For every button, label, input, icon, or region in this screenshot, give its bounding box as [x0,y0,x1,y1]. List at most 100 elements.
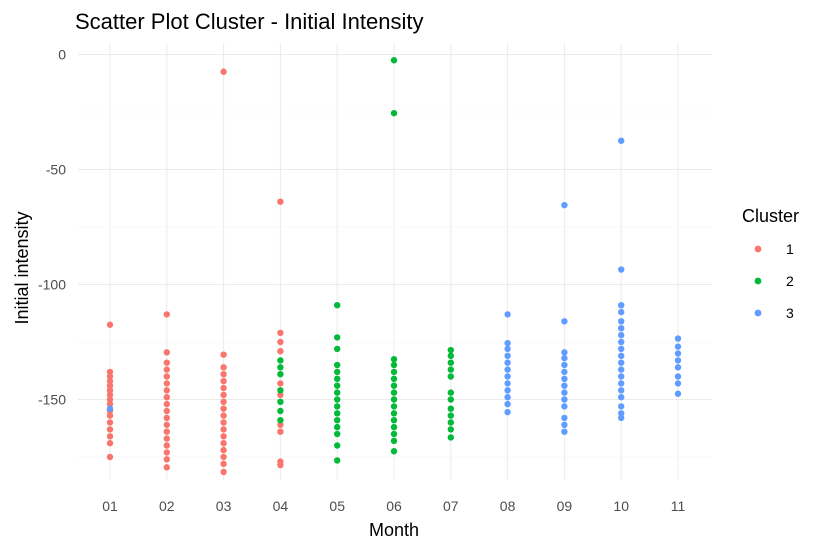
data-point-cluster-2 [390,356,398,363]
data-point-cluster-2 [447,419,454,426]
data-point-cluster-3 [561,354,568,362]
y-tick-label: -150 [38,392,66,408]
data-point-cluster-1 [277,461,284,469]
data-point-cluster-3 [504,394,511,401]
data-point-cluster-2 [390,382,398,389]
data-point-cluster-1 [220,371,227,378]
x-axis-title: Month [369,520,419,540]
data-point-cluster-1 [220,68,227,75]
data-point-cluster-3 [561,349,568,356]
data-point-cluster-2 [390,430,398,438]
data-point-cluster-3 [618,366,625,373]
data-point-cluster-1 [106,373,114,380]
data-point-cluster-1 [106,368,114,376]
data-point-cluster-3 [618,352,625,359]
data-point-cluster-1 [163,449,170,456]
data-point-cluster-1 [277,198,284,205]
data-point-cluster-2 [334,334,341,341]
data-point-cluster-3 [106,405,114,412]
data-point-cluster-1 [106,453,114,461]
data-point-cluster-1 [163,359,170,366]
data-point-cluster-1 [220,440,227,447]
data-point-cluster-2 [390,361,398,369]
data-point-cluster-3 [618,318,625,325]
data-point-cluster-3 [618,137,625,144]
data-point-cluster-2 [390,389,398,396]
data-point-cluster-2 [390,57,398,64]
data-point-cluster-1 [277,391,284,399]
data-point-cluster-2 [447,373,454,380]
data-point-cluster-1 [163,387,170,394]
data-point-cluster-2 [390,375,398,382]
legend: Cluster 1 2 3 [742,206,799,321]
data-point-cluster-1 [106,396,114,403]
data-point-cluster-2 [334,430,341,438]
data-point-cluster-3 [674,343,682,350]
data-point-cluster-3 [561,361,568,369]
data-point-cluster-1 [163,311,170,318]
data-point-cluster-3 [504,359,511,366]
data-point-cluster-1 [163,373,170,380]
data-point-cluster-1 [220,384,227,392]
x-tick-label: 03 [216,498,232,514]
data-point-cluster-1 [277,329,284,336]
data-point-cluster-1 [220,364,227,371]
x-tick-label: 01 [102,498,118,514]
x-tick-label: 07 [443,498,459,514]
data-point-cluster-3 [618,302,625,309]
data-point-cluster-3 [618,308,625,316]
data-point-cluster-1 [106,400,114,408]
data-point-cluster-2 [447,346,454,354]
data-point-cluster-3 [674,335,682,342]
data-point-cluster-2 [334,417,341,424]
data-point-cluster-3 [674,364,682,371]
data-point-cluster-2 [334,403,341,410]
data-point-cluster-1 [277,421,284,428]
data-point-cluster-3 [618,387,625,394]
data-point-cluster-2 [334,361,341,369]
data-point-cluster-3 [561,318,568,325]
x-tick-label: 10 [613,498,629,514]
data-point-cluster-1 [220,398,227,405]
data-point-cluster-2 [277,357,284,364]
data-point-cluster-1 [220,426,227,433]
data-point-cluster-3 [561,201,568,209]
data-point-cluster-1 [277,338,284,346]
data-point-cluster-2 [390,396,398,403]
data-point-cluster-1 [163,414,170,422]
data-point-cluster-1 [277,348,284,355]
data-point-cluster-2 [334,389,341,396]
data-point-cluster-2 [277,398,284,405]
data-point-cluster-3 [618,373,625,380]
y-tick-label: -100 [38,277,66,293]
legend-label-cluster-1: 1 [786,241,794,257]
y-axis-title: Initial intensity [12,211,32,324]
data-point-cluster-2 [334,302,341,309]
x-tick-label: 02 [159,498,175,514]
data-point-cluster-1 [277,380,284,387]
data-point-cluster-3 [504,339,511,347]
legend-key-cluster-2 [754,277,762,285]
data-point-cluster-1 [220,377,227,385]
data-point-cluster-1 [220,433,227,440]
data-point-cluster-3 [618,403,625,410]
data-point-cluster-3 [504,373,511,380]
x-tick-label: 06 [386,498,402,514]
data-point-cluster-1 [163,366,170,373]
data-point-cluster-2 [390,423,398,431]
data-point-cluster-2 [334,442,341,449]
data-point-cluster-2 [447,412,454,419]
data-point-cluster-1 [220,351,227,358]
data-point-cluster-3 [504,311,511,318]
data-point-cluster-1 [220,468,227,476]
data-point-cluster-1 [220,412,227,419]
data-point-cluster-1 [163,380,170,387]
data-point-cluster-2 [390,368,398,376]
data-point-cluster-3 [561,403,568,410]
data-point-cluster-1 [163,407,170,415]
data-point-cluster-2 [447,434,454,441]
data-point-cluster-3 [504,408,511,416]
data-point-cluster-2 [390,437,398,445]
data-point-cluster-3 [561,396,568,403]
